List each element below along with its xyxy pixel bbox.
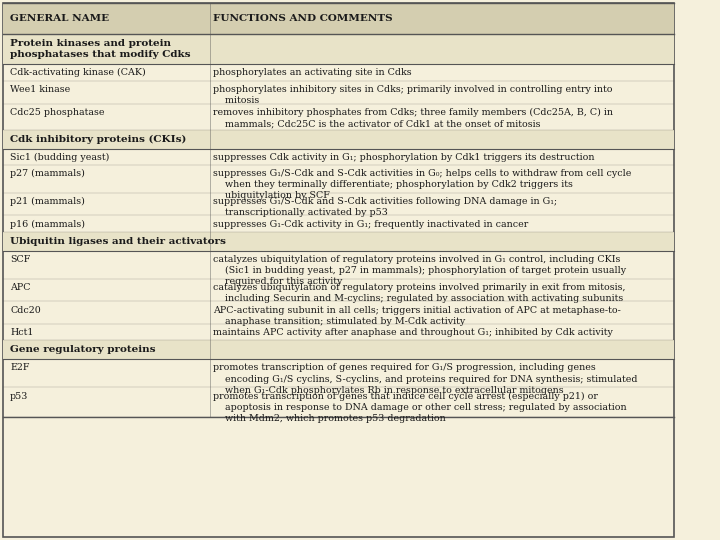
Text: Cdk inhibitory proteins (CKIs): Cdk inhibitory proteins (CKIs): [10, 134, 186, 144]
Text: suppresses G₁-Cdk activity in G₁; frequently inactivated in cancer: suppresses G₁-Cdk activity in G₁; freque…: [214, 220, 528, 229]
Text: maintains APC activity after anaphase and throughout G₁; inhibited by Cdk activi: maintains APC activity after anaphase an…: [214, 328, 613, 338]
Text: removes inhibitory phosphates from Cdks; three family members (Cdc25A, B, C) in
: removes inhibitory phosphates from Cdks;…: [214, 108, 613, 128]
Text: p53: p53: [10, 392, 29, 401]
Text: Cdc20: Cdc20: [10, 306, 41, 315]
Text: Protein kinases and protein
phosphatases that modify Cdks: Protein kinases and protein phosphatases…: [10, 39, 191, 59]
FancyBboxPatch shape: [4, 3, 675, 537]
FancyBboxPatch shape: [4, 232, 675, 251]
Text: phosphorylates inhibitory sites in Cdks; primarily involved in controlling entry: phosphorylates inhibitory sites in Cdks;…: [214, 85, 613, 105]
FancyBboxPatch shape: [4, 3, 675, 34]
Text: E2F: E2F: [10, 363, 30, 373]
Text: phosphorylates an activating site in Cdks: phosphorylates an activating site in Cdk…: [214, 68, 412, 77]
Text: APC-activating subunit in all cells; triggers initial activation of APC at metap: APC-activating subunit in all cells; tri…: [214, 306, 621, 326]
Text: Gene regulatory proteins: Gene regulatory proteins: [10, 345, 156, 354]
Text: Hct1: Hct1: [10, 328, 34, 338]
Text: SCF: SCF: [10, 255, 30, 264]
Text: promotes transcription of genes that induce cell cycle arrest (especially p21) o: promotes transcription of genes that ind…: [214, 392, 627, 423]
Text: catalyzes ubiquitylation of regulatory proteins involved in G₁ control, includin: catalyzes ubiquitylation of regulatory p…: [214, 255, 626, 286]
Text: Wee1 kinase: Wee1 kinase: [10, 85, 71, 94]
Text: GENERAL NAME: GENERAL NAME: [10, 14, 109, 23]
Text: Cdc25 phosphatase: Cdc25 phosphatase: [10, 108, 104, 117]
Text: suppresses G₁/S-Cdk and S-Cdk activities following DNA damage in G₁;
    transcr: suppresses G₁/S-Cdk and S-Cdk activities…: [214, 197, 557, 217]
Text: FUNCTIONS AND COMMENTS: FUNCTIONS AND COMMENTS: [214, 14, 393, 23]
Text: p27 (mammals): p27 (mammals): [10, 169, 85, 178]
Text: Ubiquitin ligases and their activators: Ubiquitin ligases and their activators: [10, 237, 226, 246]
Text: suppresses G₁/S-Cdk and S-Cdk activities in G₀; helps cells to withdraw from cel: suppresses G₁/S-Cdk and S-Cdk activities…: [214, 169, 632, 200]
FancyBboxPatch shape: [4, 130, 675, 148]
FancyBboxPatch shape: [4, 34, 675, 64]
Text: APC: APC: [10, 283, 31, 292]
Text: catalyzes ubiquitylation of regulatory proteins involved primarily in exit from : catalyzes ubiquitylation of regulatory p…: [214, 283, 626, 303]
Text: p16 (mammals): p16 (mammals): [10, 220, 85, 229]
Text: Sic1 (budding yeast): Sic1 (budding yeast): [10, 153, 109, 162]
Text: Cdk-activating kinase (CAK): Cdk-activating kinase (CAK): [10, 68, 146, 77]
Text: promotes transcription of genes required for G₁/S progression, including genes
 : promotes transcription of genes required…: [214, 363, 638, 395]
Text: p21 (mammals): p21 (mammals): [10, 197, 85, 206]
FancyBboxPatch shape: [4, 340, 675, 359]
Text: suppresses Cdk activity in G₁; phosphorylation by Cdk1 triggers its destruction: suppresses Cdk activity in G₁; phosphory…: [214, 153, 595, 162]
